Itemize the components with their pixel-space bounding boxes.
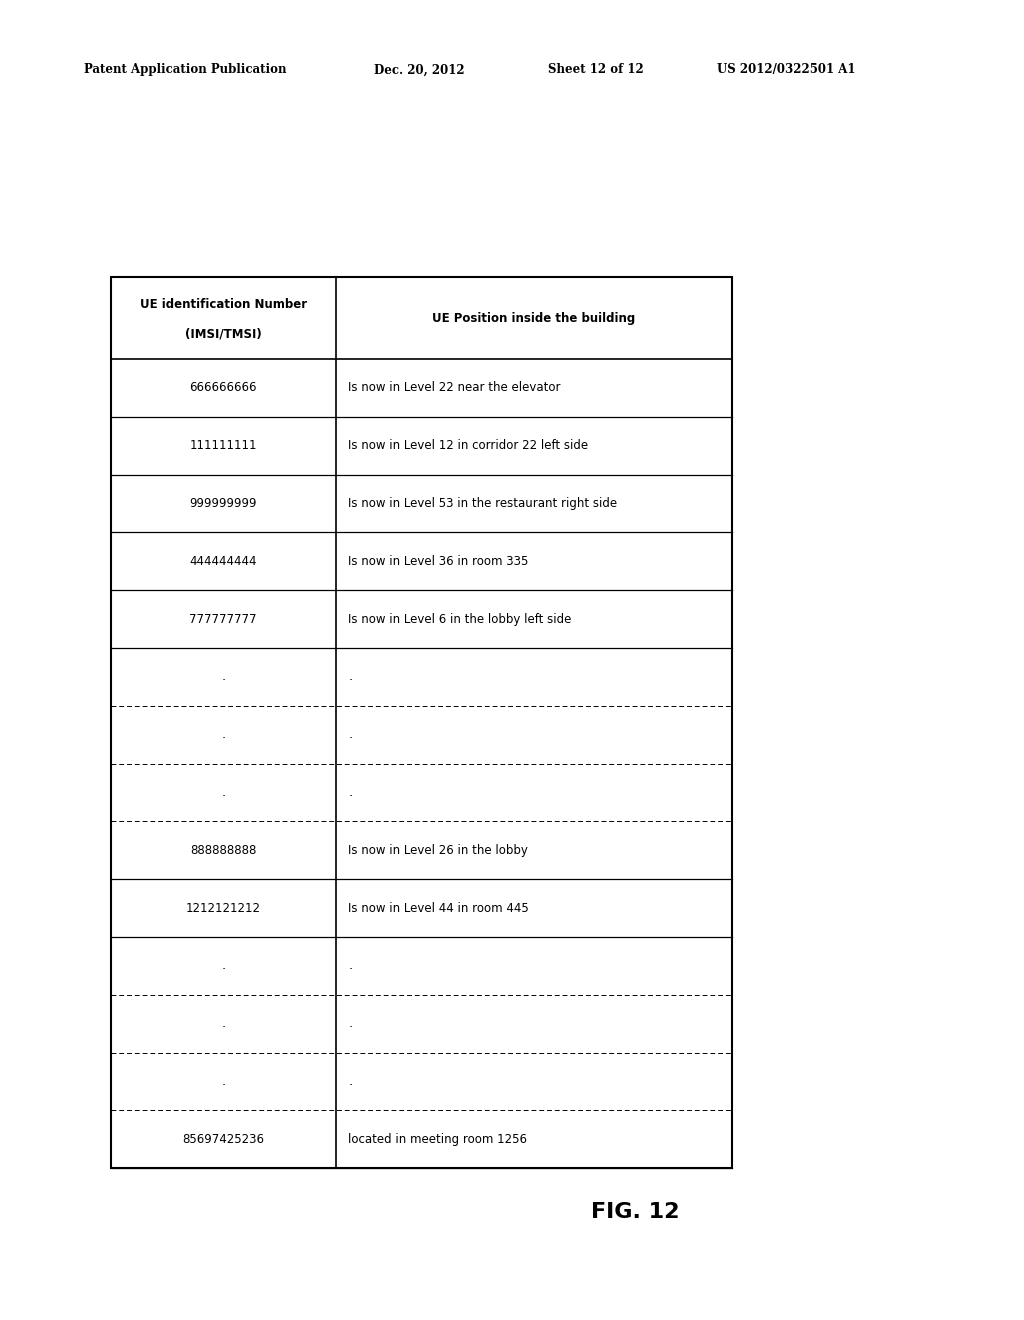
Text: Is now in Level 44 in room 445: Is now in Level 44 in room 445 [348,902,529,915]
Text: Is now in Level 53 in the restaurant right side: Is now in Level 53 in the restaurant rig… [348,498,617,510]
Text: Is now in Level 26 in the lobby: Is now in Level 26 in the lobby [348,843,528,857]
Text: located in meeting room 1256: located in meeting room 1256 [348,1133,527,1146]
Text: FIG. 12: FIG. 12 [591,1201,679,1222]
Text: Patent Application Publication: Patent Application Publication [84,63,287,77]
Text: .: . [348,671,352,684]
Text: .: . [221,960,225,973]
Text: .: . [348,729,352,742]
Text: Is now in Level 22 near the elevator: Is now in Level 22 near the elevator [348,381,561,395]
Text: Sheet 12 of 12: Sheet 12 of 12 [548,63,644,77]
Text: 666666666: 666666666 [189,381,257,395]
Text: 85697425236: 85697425236 [182,1133,264,1146]
Text: Is now in Level 12 in corridor 22 left side: Is now in Level 12 in corridor 22 left s… [348,440,588,453]
Text: US 2012/0322501 A1: US 2012/0322501 A1 [717,63,855,77]
Text: .: . [348,785,352,799]
Text: Dec. 20, 2012: Dec. 20, 2012 [374,63,465,77]
Text: UE Position inside the building: UE Position inside the building [432,312,636,325]
Text: 777777777: 777777777 [189,612,257,626]
Text: .: . [221,785,225,799]
Text: 1212121212: 1212121212 [185,902,261,915]
Text: .: . [348,1018,352,1030]
Text: 999999999: 999999999 [189,498,257,510]
Text: .: . [221,671,225,684]
Text: (IMSI/TMSI): (IMSI/TMSI) [185,327,261,341]
Text: 888888888: 888888888 [190,843,256,857]
Text: .: . [221,1018,225,1030]
Text: .: . [348,1074,352,1088]
Text: 444444444: 444444444 [189,554,257,568]
Text: 111111111: 111111111 [189,440,257,453]
Text: Is now in Level 6 in the lobby left side: Is now in Level 6 in the lobby left side [348,612,571,626]
Text: .: . [348,960,352,973]
Text: .: . [221,729,225,742]
Text: .: . [221,1074,225,1088]
Text: Is now in Level 36 in room 335: Is now in Level 36 in room 335 [348,554,528,568]
Text: UE identification Number: UE identification Number [139,298,307,312]
